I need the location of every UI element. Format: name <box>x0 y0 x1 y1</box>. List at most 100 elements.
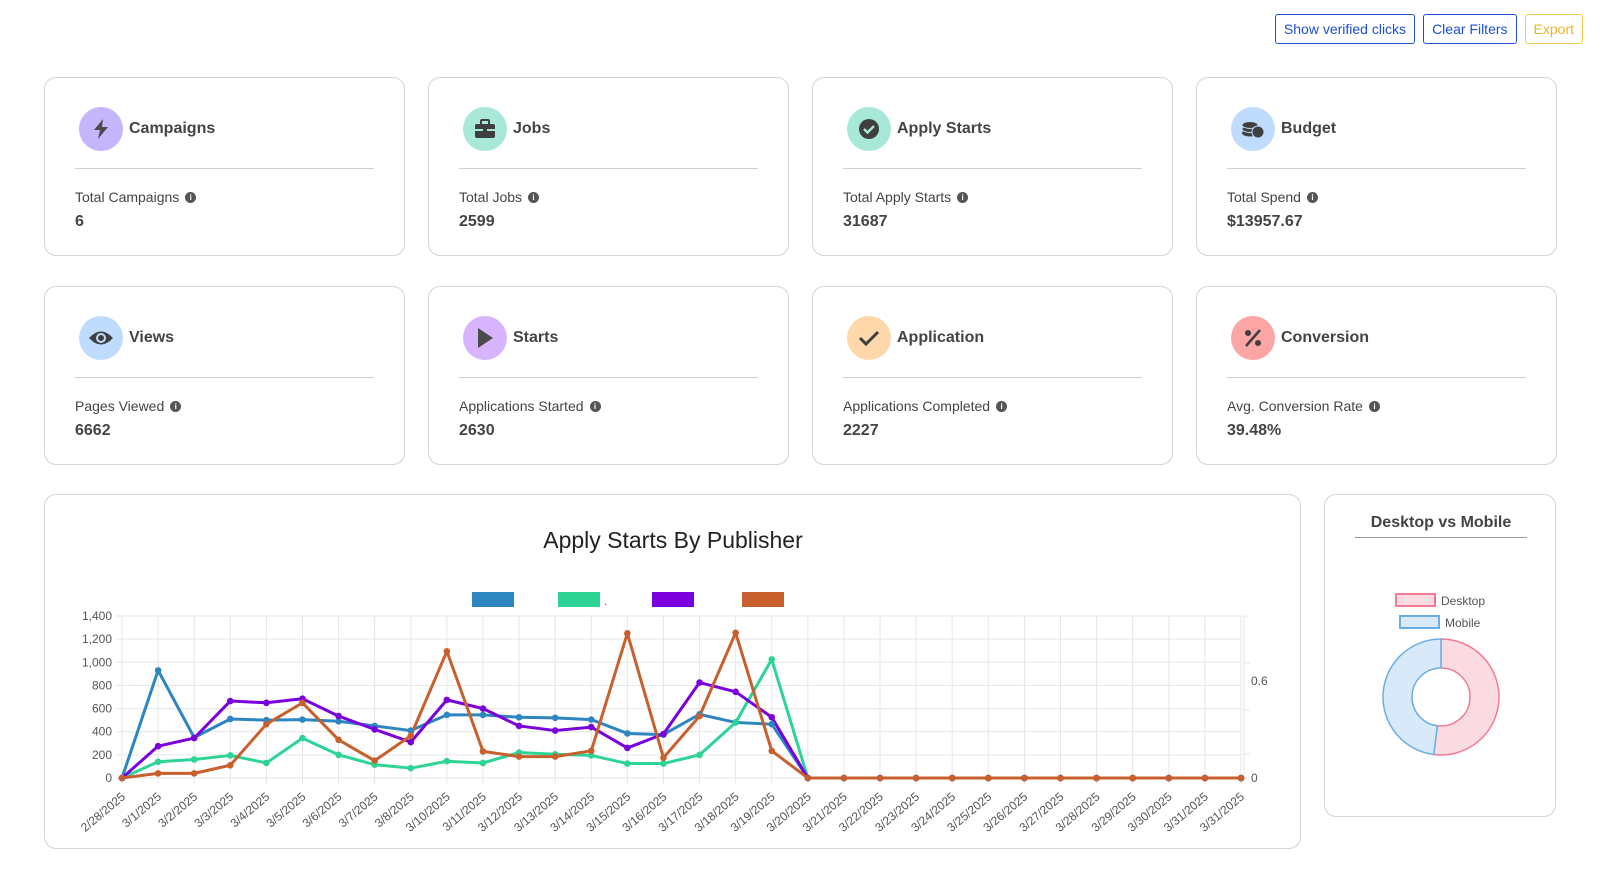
data-point[interactable] <box>1165 774 1173 782</box>
data-point[interactable] <box>768 656 776 663</box>
data-point[interactable] <box>1237 774 1245 782</box>
data-point[interactable] <box>624 760 631 767</box>
data-point[interactable] <box>226 761 234 769</box>
donut-slice[interactable] <box>1432 638 1500 756</box>
data-point[interactable] <box>768 747 776 755</box>
data-point[interactable] <box>1021 774 1028 782</box>
data-point[interactable] <box>1129 774 1137 782</box>
chart-legend[interactable]: . <box>472 592 784 608</box>
info-icon[interactable]: i <box>185 191 197 203</box>
data-point[interactable] <box>912 774 920 782</box>
data-point[interactable] <box>1093 774 1100 782</box>
data-point[interactable] <box>515 753 523 760</box>
data-point[interactable] <box>335 718 342 725</box>
data-point[interactable] <box>407 764 415 772</box>
data-point[interactable] <box>515 722 523 730</box>
data-point[interactable] <box>263 759 270 767</box>
data-point[interactable] <box>624 744 631 752</box>
apply-starts-line-chart[interactable]: Apply Starts By Publisher . 0 200 400 600 80… <box>45 495 1302 850</box>
data-point[interactable] <box>479 705 487 712</box>
legend-swatch[interactable] <box>1399 615 1440 629</box>
data-point[interactable] <box>515 713 523 721</box>
data-point[interactable] <box>660 754 667 762</box>
data-point[interactable] <box>768 720 776 728</box>
legend-swatch[interactable] <box>472 592 514 607</box>
data-point[interactable] <box>948 774 956 782</box>
legend-swatch[interactable] <box>742 592 784 607</box>
data-point[interactable] <box>407 738 415 746</box>
data-point[interactable] <box>371 757 378 764</box>
data-point[interactable] <box>804 774 812 782</box>
data-point[interactable] <box>624 630 631 637</box>
data-point[interactable] <box>696 679 703 686</box>
data-point[interactable] <box>624 730 631 737</box>
show-verified-clicks-button[interactable]: Show verified clicks <box>1274 14 1416 44</box>
legend-label[interactable]: Mobile <box>1445 616 1481 630</box>
legend-label[interactable]: Desktop <box>1441 594 1485 608</box>
data-point[interactable] <box>1201 774 1209 782</box>
data-point[interactable] <box>876 774 884 782</box>
data-point[interactable] <box>154 758 162 766</box>
data-point[interactable] <box>985 774 992 782</box>
data-point[interactable] <box>696 751 703 759</box>
info-icon[interactable]: i <box>957 191 969 203</box>
data-point[interactable] <box>479 759 487 767</box>
info-icon[interactable]: i <box>528 191 540 203</box>
donut-slice[interactable] <box>1382 638 1442 756</box>
data-point[interactable] <box>443 757 451 765</box>
data-point[interactable] <box>768 713 776 721</box>
info-icon[interactable]: i <box>1368 400 1380 412</box>
export-button[interactable]: Export <box>1524 14 1583 44</box>
data-point[interactable] <box>335 736 342 744</box>
data-point[interactable] <box>551 714 559 722</box>
legend-swatch[interactable] <box>558 592 600 607</box>
data-point[interactable] <box>587 723 595 731</box>
data-point[interactable] <box>190 756 198 763</box>
data-point[interactable] <box>551 753 559 760</box>
data-point[interactable] <box>371 726 378 733</box>
data-point[interactable] <box>696 712 703 720</box>
data-point[interactable] <box>443 647 451 655</box>
data-point[interactable] <box>732 688 739 696</box>
data-point[interactable] <box>299 716 306 723</box>
data-point[interactable] <box>1057 774 1064 782</box>
data-point[interactable] <box>443 711 451 719</box>
clear-filters-button[interactable]: Clear Filters <box>1423 14 1517 44</box>
data-point[interactable] <box>660 730 667 738</box>
data-point[interactable] <box>479 748 487 755</box>
data-point[interactable] <box>118 774 126 782</box>
legend-swatch[interactable] <box>652 592 694 607</box>
data-point[interactable] <box>587 716 595 723</box>
legend-label[interactable]: . <box>604 594 607 608</box>
data-point[interactable] <box>407 732 415 740</box>
data-point[interactable] <box>263 699 270 707</box>
data-point[interactable] <box>154 742 162 750</box>
data-point[interactable] <box>443 696 451 704</box>
data-point[interactable] <box>551 727 559 734</box>
data-point[interactable] <box>226 715 234 723</box>
data-point[interactable] <box>335 751 342 759</box>
data-point[interactable] <box>154 667 162 674</box>
info-icon[interactable]: i <box>996 400 1008 412</box>
data-point[interactable] <box>587 752 595 759</box>
data-point[interactable] <box>263 720 270 728</box>
data-point[interactable] <box>660 760 667 767</box>
data-point[interactable] <box>299 699 306 707</box>
data-point[interactable] <box>226 697 234 705</box>
data-point[interactable] <box>299 734 306 742</box>
data-point[interactable] <box>407 727 415 734</box>
legend-swatch[interactable] <box>1395 593 1436 607</box>
data-point[interactable] <box>335 712 342 720</box>
data-point[interactable] <box>587 747 595 755</box>
data-point[interactable] <box>226 752 234 759</box>
info-icon[interactable]: i <box>170 400 182 412</box>
data-point[interactable] <box>840 774 848 782</box>
donut-legend[interactable]: Desktop Mobile <box>1395 593 1485 630</box>
desktop-mobile-donut-chart[interactable]: Desktop Mobile <box>1325 495 1557 818</box>
data-point[interactable] <box>190 734 198 742</box>
info-icon[interactable]: i <box>589 400 601 412</box>
data-point[interactable] <box>190 770 198 777</box>
data-point[interactable] <box>732 629 739 637</box>
data-point[interactable] <box>732 719 739 726</box>
data-point[interactable] <box>154 770 162 777</box>
